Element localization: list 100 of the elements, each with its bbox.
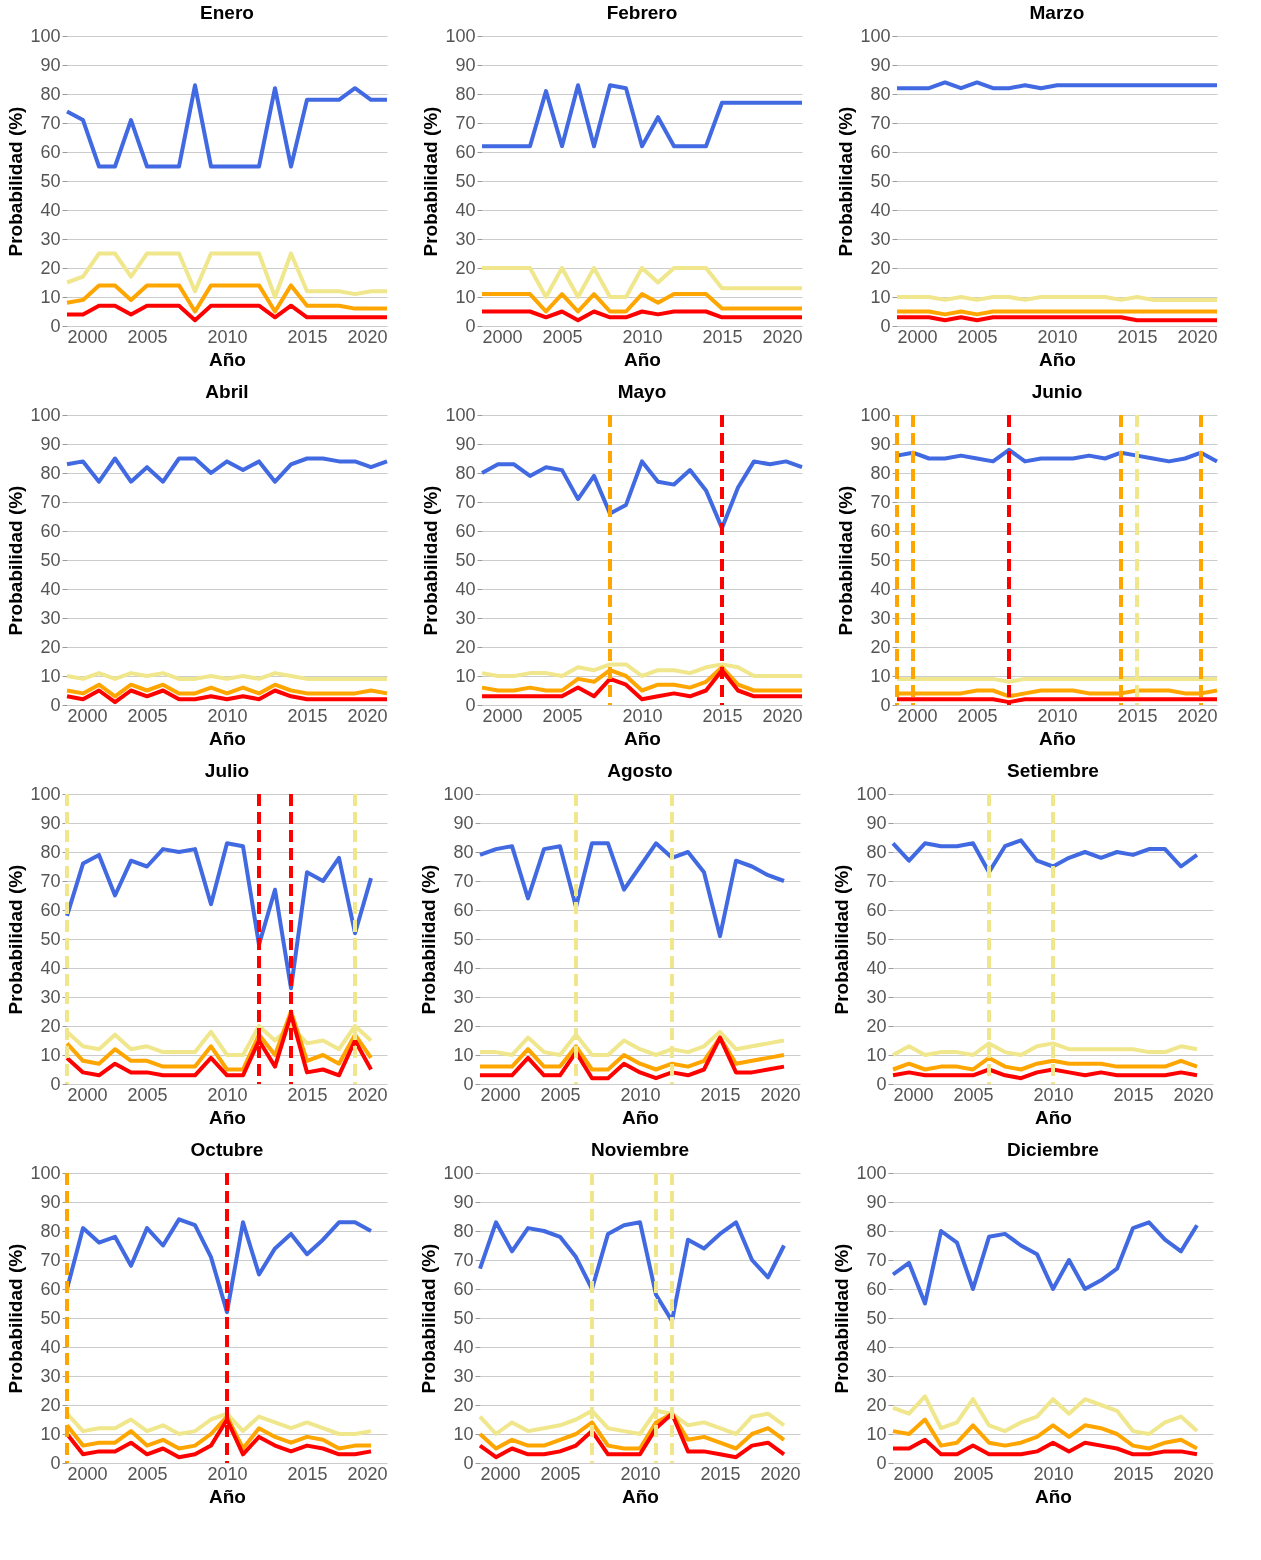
chart-title: Setiembre (1007, 760, 1099, 781)
chart-title: Marzo (1029, 2, 1085, 23)
y-tick-label: 90 (866, 1191, 887, 1212)
x-tick-label: 2010 (1037, 326, 1078, 347)
chart-title: Febrero (606, 2, 678, 23)
x-tick-label: 2000 (482, 705, 523, 726)
y-tick-label: 10 (40, 286, 61, 307)
line-series (891, 1220, 1199, 1306)
x-tick-label: 2015 (287, 1463, 328, 1484)
y-axis-title: Probabilidad (%) (418, 1243, 440, 1394)
chart-title: Julio (204, 760, 250, 781)
x-tick-label: 2005 (127, 705, 168, 726)
x-tick-label: 2020 (1173, 1084, 1214, 1105)
y-tick-label: 40 (453, 1336, 474, 1357)
x-tick-label: 2020 (347, 705, 388, 726)
y-tick-label: 60 (453, 899, 474, 920)
x-tick-label: 2005 (540, 1463, 581, 1484)
x-axis-title: Año (209, 1106, 246, 1128)
y-tick-label: 60 (870, 520, 891, 541)
y-tick-label: 40 (866, 957, 887, 978)
y-axis-title: Probabilidad (%) (420, 106, 442, 257)
y-tick-label: 50 (453, 1307, 474, 1328)
y-tick-label: 80 (453, 841, 474, 862)
y-tick-label: 20 (40, 257, 61, 278)
line-series (480, 292, 804, 314)
x-tick-label: 2000 (67, 326, 108, 347)
x-tick-label: 2020 (347, 1084, 388, 1105)
y-tick-label: 60 (455, 520, 476, 541)
line-series (478, 841, 786, 939)
line-series (480, 83, 804, 149)
y-axis-title: Probabilidad (%) (5, 864, 27, 1015)
x-tick-label: 2010 (620, 1463, 661, 1484)
y-tick-label: 40 (453, 957, 474, 978)
x-tick-label: 2000 (482, 326, 523, 347)
chart-title: Diciembre (1007, 1139, 1099, 1160)
x-tick-label: 2000 (67, 1084, 108, 1105)
x-tick-label: 2000 (897, 705, 938, 726)
y-tick-label: 50 (40, 549, 61, 570)
x-tick-label: 2005 (127, 1463, 168, 1484)
x-axis-title: Año (1039, 348, 1076, 370)
y-tick-label: 20 (870, 257, 891, 278)
y-tick-label: 0 (463, 1073, 474, 1094)
y-tick-label: 80 (40, 462, 61, 483)
y-tick-label: 0 (50, 315, 61, 336)
y-tick-label: 10 (870, 665, 891, 686)
line-series (65, 83, 389, 169)
y-tick-label: 70 (455, 112, 476, 133)
y-tick-label: 40 (455, 199, 476, 220)
x-tick-label: 2005 (957, 705, 998, 726)
chart-title: Enero (200, 2, 254, 23)
chart-title: Junio (1031, 381, 1083, 402)
y-tick-label: 10 (866, 1044, 887, 1065)
x-axis-title: Año (622, 1106, 659, 1128)
y-tick-label: 60 (866, 899, 887, 920)
y-tick-label: 80 (40, 83, 61, 104)
y-tick-label: 0 (465, 694, 476, 715)
y-axis-title: Probabilidad (%) (5, 485, 27, 636)
y-tick-label: 20 (453, 1394, 474, 1415)
y-tick-label: 20 (455, 636, 476, 657)
x-tick-label: 2020 (762, 326, 803, 347)
y-tick-label: 60 (40, 1278, 61, 1299)
y-tick-label: 100 (445, 404, 476, 425)
line-series (891, 1394, 1199, 1436)
y-tick-label: 10 (455, 665, 476, 686)
line-series (65, 682, 389, 699)
y-tick-label: 30 (870, 228, 891, 249)
y-axis-title: Probabilidad (%) (420, 485, 442, 636)
y-tick-label: 80 (866, 841, 887, 862)
y-tick-label: 0 (876, 1452, 887, 1473)
line-series (65, 1217, 373, 1315)
x-tick-label: 2005 (127, 1084, 168, 1105)
y-tick-label: 90 (866, 812, 887, 833)
y-tick-label: 70 (870, 112, 891, 133)
y-tick-label: 30 (455, 607, 476, 628)
y-tick-label: 90 (40, 1191, 61, 1212)
y-tick-label: 0 (50, 694, 61, 715)
y-tick-label: 20 (40, 636, 61, 657)
y-tick-label: 0 (880, 694, 891, 715)
y-tick-label: 90 (455, 433, 476, 454)
y-tick-label: 70 (866, 1249, 887, 1270)
y-tick-label: 70 (870, 491, 891, 512)
line-series (478, 1411, 786, 1451)
line-series (478, 1411, 786, 1460)
y-axis-title: Probabilidad (%) (5, 1243, 27, 1394)
y-tick-label: 20 (870, 636, 891, 657)
y-tick-label: 20 (455, 257, 476, 278)
y-tick-label: 40 (866, 1336, 887, 1357)
x-tick-label: 2015 (287, 705, 328, 726)
y-tick-label: 10 (866, 1423, 887, 1444)
x-tick-label: 2015 (287, 1084, 328, 1105)
line-series (480, 662, 804, 678)
y-tick-label: 40 (870, 578, 891, 599)
y-tick-label: 70 (455, 491, 476, 512)
y-tick-label: 50 (455, 549, 476, 570)
line-series (65, 283, 389, 314)
y-tick-label: 0 (465, 315, 476, 336)
x-tick-label: 2005 (953, 1084, 994, 1105)
x-tick-label: 2015 (287, 326, 328, 347)
y-tick-label: 100 (856, 1162, 887, 1183)
x-tick-label: 2005 (542, 705, 583, 726)
